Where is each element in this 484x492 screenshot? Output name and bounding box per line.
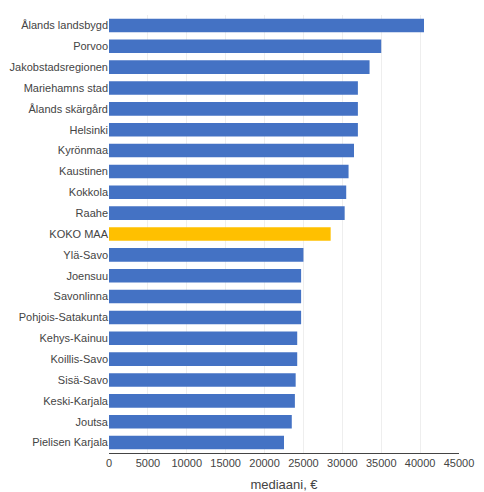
svg-text:25000: 25000 — [288, 457, 319, 469]
svg-text:Jakobstadsregionen: Jakobstadsregionen — [10, 61, 108, 73]
svg-text:35000: 35000 — [366, 457, 397, 469]
svg-text:45000: 45000 — [444, 457, 475, 469]
svg-text:10000: 10000 — [171, 457, 202, 469]
svg-text:Pielisen Karjala: Pielisen Karjala — [32, 436, 109, 448]
svg-text:Ylä-Savo: Ylä-Savo — [63, 249, 108, 261]
svg-text:Sisä-Savo: Sisä-Savo — [58, 374, 108, 386]
svg-text:Ålands skärgård: Ålands skärgård — [29, 103, 109, 115]
svg-text:Porvoo: Porvoo — [73, 40, 108, 52]
svg-text:20000: 20000 — [249, 457, 280, 469]
svg-text:Ålands landsbygd: Ålands landsbygd — [21, 19, 108, 31]
svg-text:Kokkola: Kokkola — [69, 186, 109, 198]
svg-text:Joensuu: Joensuu — [66, 270, 108, 282]
svg-text:Helsinki: Helsinki — [69, 124, 108, 136]
svg-text:Mariehamns stad: Mariehamns stad — [24, 82, 108, 94]
svg-text:Raahe: Raahe — [76, 207, 108, 219]
svg-text:KOKO MAA: KOKO MAA — [49, 228, 108, 240]
svg-text:Koillis-Savo: Koillis-Savo — [51, 353, 108, 365]
svg-text:0: 0 — [106, 457, 112, 469]
svg-text:40000: 40000 — [405, 457, 436, 469]
svg-text:Kyrönmaa: Kyrönmaa — [58, 144, 109, 156]
svg-text:Keski-Karjala: Keski-Karjala — [43, 395, 109, 407]
svg-text:Pohjois-Satakunta: Pohjois-Satakunta — [19, 311, 109, 323]
svg-text:5000: 5000 — [136, 457, 160, 469]
svg-text:Kaustinen: Kaustinen — [59, 165, 108, 177]
svg-text:15000: 15000 — [210, 457, 241, 469]
svg-text:Joutsa: Joutsa — [76, 416, 109, 428]
svg-text:Kehys-Kainuu: Kehys-Kainuu — [40, 332, 109, 344]
svg-text:mediaani, €: mediaani, € — [250, 477, 318, 492]
svg-text:Savonlinna: Savonlinna — [54, 290, 109, 302]
svg-text:30000: 30000 — [327, 457, 358, 469]
